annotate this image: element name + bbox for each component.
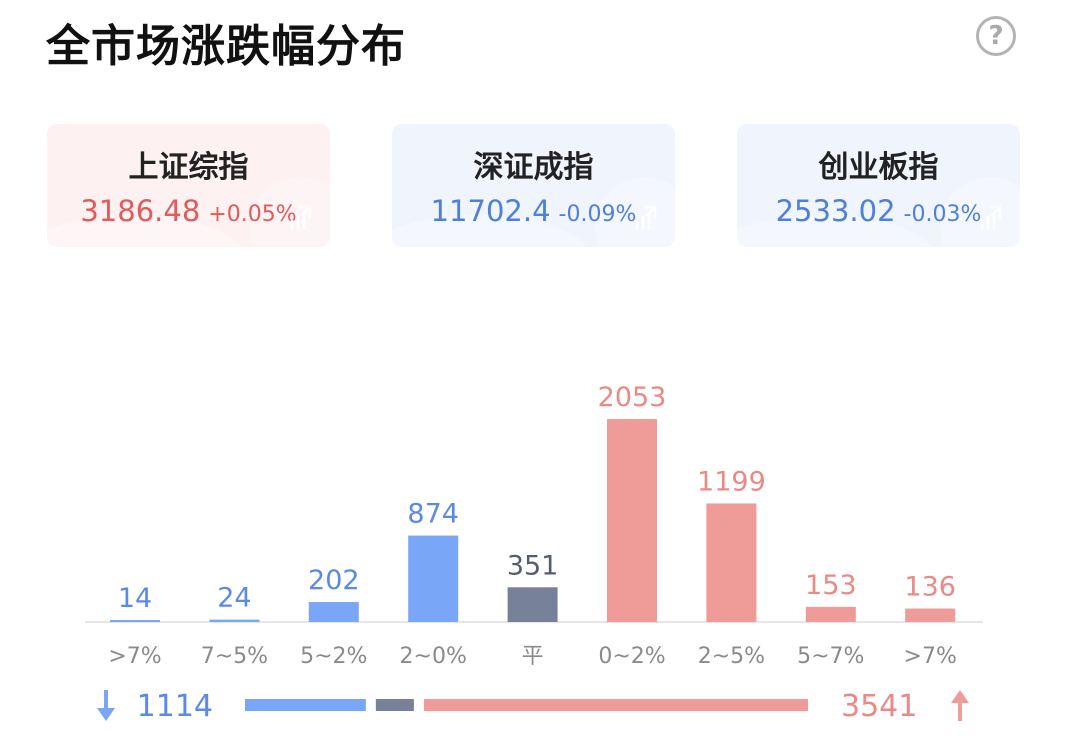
category-label: 5~2% [300,644,367,669]
index-value: 2533.02 [775,194,896,228]
trend-icon [635,205,657,231]
index-change: -0.03% [903,202,982,227]
summary-bar-up [423,699,808,711]
bar-value-label: 14 [118,583,152,614]
help-icon[interactable]: ? [976,16,1016,56]
bar-up [607,419,657,622]
trend-icon [980,205,1002,231]
bar-value-label: 351 [507,550,559,581]
index-change: +0.05% [208,202,297,227]
index-name: 创业板指 [818,150,939,185]
page-title: 全市场涨跌幅分布 [46,21,406,72]
bar-down [209,619,260,622]
bar-value-label: 1199 [697,466,766,497]
bar-up [805,606,856,622]
up-count: 3541 [841,689,917,724]
down-arrow-icon [97,690,115,721]
bar-value-label: 2053 [598,382,667,413]
down-count: 1114 [137,689,213,724]
index-card-shenzhen[interactable]: 深证成指 11702.4 -0.09% [392,124,675,247]
summary-bar-down [245,699,366,711]
index-value: 3186.48 [80,194,201,228]
category-label: 平 [522,644,544,669]
bar-up [905,608,956,622]
bar-value-label: 874 [407,499,459,530]
bar-value-label: 136 [904,572,956,603]
category-label: 2~5% [698,644,765,669]
index-change: -0.09% [558,202,637,227]
category-label: >7% [108,644,161,669]
bar-flat [507,587,558,622]
bar-value-label: 24 [217,583,251,614]
category-label: 7~5% [201,644,268,669]
category-label: 5~7% [797,644,864,669]
category-label: 2~0% [400,644,467,669]
bar-up [706,503,757,622]
bar-down [308,602,359,622]
summary-bar-flat [375,699,414,711]
category-label: >7% [904,644,957,669]
bar-down [110,620,160,622]
index-name: 上证综指 [128,150,249,185]
index-name: 深证成指 [473,150,594,185]
category-label: 0~2% [598,644,665,669]
bar-value-label: 153 [805,570,857,601]
index-value: 11702.4 [430,194,551,228]
bar-value-label: 202 [308,565,360,596]
index-card-shanghai[interactable]: 上证综指 3186.48 +0.05% [47,124,330,247]
up-arrow-icon [951,690,969,721]
bar-down [408,535,459,622]
index-card-chinext[interactable]: 创业板指 2533.02 -0.03% [737,124,1020,247]
trend-icon [290,205,312,231]
